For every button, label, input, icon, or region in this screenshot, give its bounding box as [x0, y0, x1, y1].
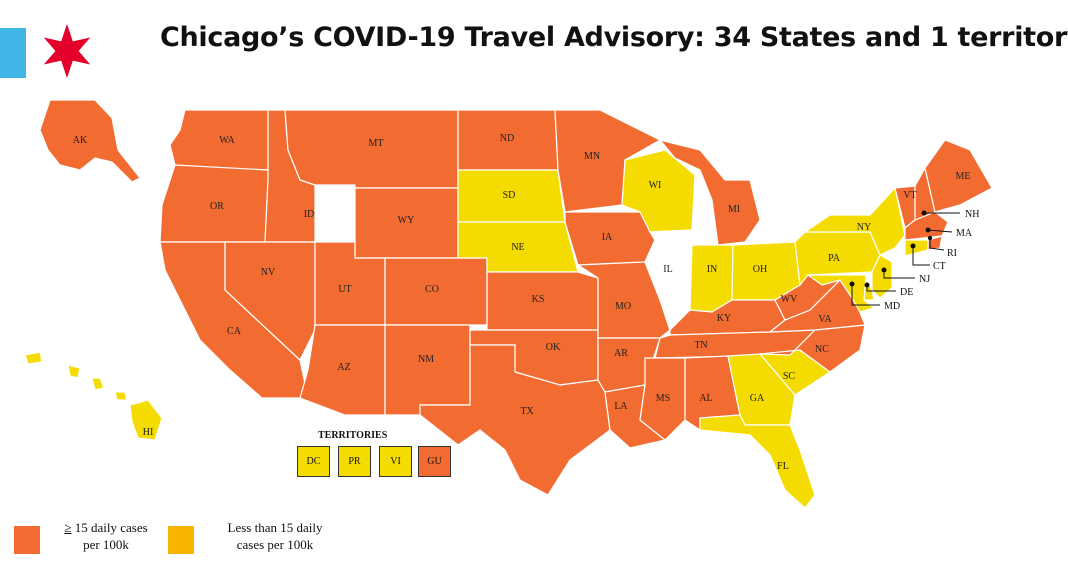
label-WV: WV	[781, 294, 798, 305]
label-SC: SC	[783, 371, 796, 382]
state-NV	[224, 241, 316, 361]
legend-high-line2: per 100k	[83, 537, 129, 552]
label-CO: CO	[425, 284, 439, 295]
label-AL: AL	[699, 393, 712, 404]
territories-title: TERRITORIES	[318, 430, 388, 441]
label-VA: VA	[818, 314, 832, 325]
label-SD: SD	[503, 190, 516, 201]
state-FL	[699, 414, 816, 509]
label-LA: LA	[614, 401, 628, 412]
label-IN: IN	[707, 264, 718, 275]
label-AZ: AZ	[337, 362, 350, 373]
legend-high-symbol: ≥	[64, 520, 72, 535]
callout-label-NH: NH	[965, 209, 979, 220]
label-KS: KS	[532, 294, 545, 305]
territory-DC: DC	[297, 446, 330, 477]
label-AK: AK	[73, 135, 88, 146]
label-VT: VT	[903, 190, 916, 201]
label-HI: HI	[143, 427, 154, 438]
label-MO: MO	[615, 301, 631, 312]
state-AK	[39, 99, 141, 183]
page-title: Chicago’s COVID-19 Travel Advisory: 34 S…	[160, 22, 1068, 53]
chicago-flag-bar-icon	[0, 28, 26, 78]
us-map: AK WA OR CA ID NV MT WY UT AZ CO NM ND S…	[24, 99, 993, 509]
label-NM: NM	[418, 354, 434, 365]
state-TX	[419, 344, 611, 496]
label-MT: MT	[369, 138, 384, 149]
callout-label-NJ: NJ	[919, 274, 930, 285]
label-OK: OK	[546, 342, 561, 353]
label-NY: NY	[857, 222, 871, 233]
label-UT: UT	[338, 284, 351, 295]
label-IL: IL	[663, 264, 672, 275]
label-NE: NE	[511, 242, 524, 253]
callout-label-MA: MA	[956, 228, 973, 239]
legend-high-line1: 15 daily cases	[71, 520, 148, 535]
label-ID: ID	[304, 209, 315, 220]
state-HI	[24, 351, 163, 441]
label-TN: TN	[694, 340, 707, 351]
state-MI	[658, 138, 761, 246]
territory-PR: PR	[338, 446, 371, 477]
legend-text-high: ≥ 15 daily cases per 100k	[44, 519, 168, 553]
state-MT	[284, 109, 459, 189]
label-CA: CA	[227, 326, 242, 337]
state-IN	[689, 244, 734, 313]
state-NM	[384, 324, 471, 416]
label-OR: OR	[210, 201, 224, 212]
state-CT	[904, 239, 929, 257]
label-FL: FL	[777, 461, 789, 472]
territory-GU: GU	[418, 446, 451, 477]
legend-swatch-low	[168, 526, 194, 554]
label-MN: MN	[584, 151, 600, 162]
label-WA: WA	[219, 135, 235, 146]
callout-label-CT: CT	[933, 261, 946, 272]
label-TX: TX	[520, 406, 534, 417]
label-GA: GA	[750, 393, 765, 404]
label-NV: NV	[261, 267, 276, 278]
label-OH: OH	[753, 264, 767, 275]
legend-text-low: Less than 15 daily cases per 100k	[200, 519, 350, 553]
label-ND: ND	[500, 133, 514, 144]
legend-low-line2: cases per 100k	[236, 537, 314, 552]
label-MS: MS	[656, 393, 670, 404]
label-ME: ME	[956, 171, 971, 182]
callout-label-MD: MD	[884, 301, 900, 312]
state-MD	[806, 274, 876, 313]
label-MI: MI	[728, 204, 740, 215]
label-NC: NC	[815, 344, 829, 355]
legend-low-line1: Less than 15 daily	[227, 520, 323, 535]
callout-label-DE: DE	[900, 287, 913, 298]
label-PA: PA	[828, 253, 841, 264]
state-IL	[644, 229, 693, 332]
label-WI: WI	[649, 180, 662, 191]
chicago-star-icon	[43, 23, 91, 79]
label-AR: AR	[614, 348, 628, 359]
label-WY: WY	[398, 215, 415, 226]
legend-swatch-high	[14, 526, 40, 554]
callout-label-RI: RI	[947, 248, 957, 259]
territory-VI: VI	[379, 446, 412, 477]
label-KY: KY	[717, 313, 731, 324]
label-IA: IA	[602, 232, 613, 243]
